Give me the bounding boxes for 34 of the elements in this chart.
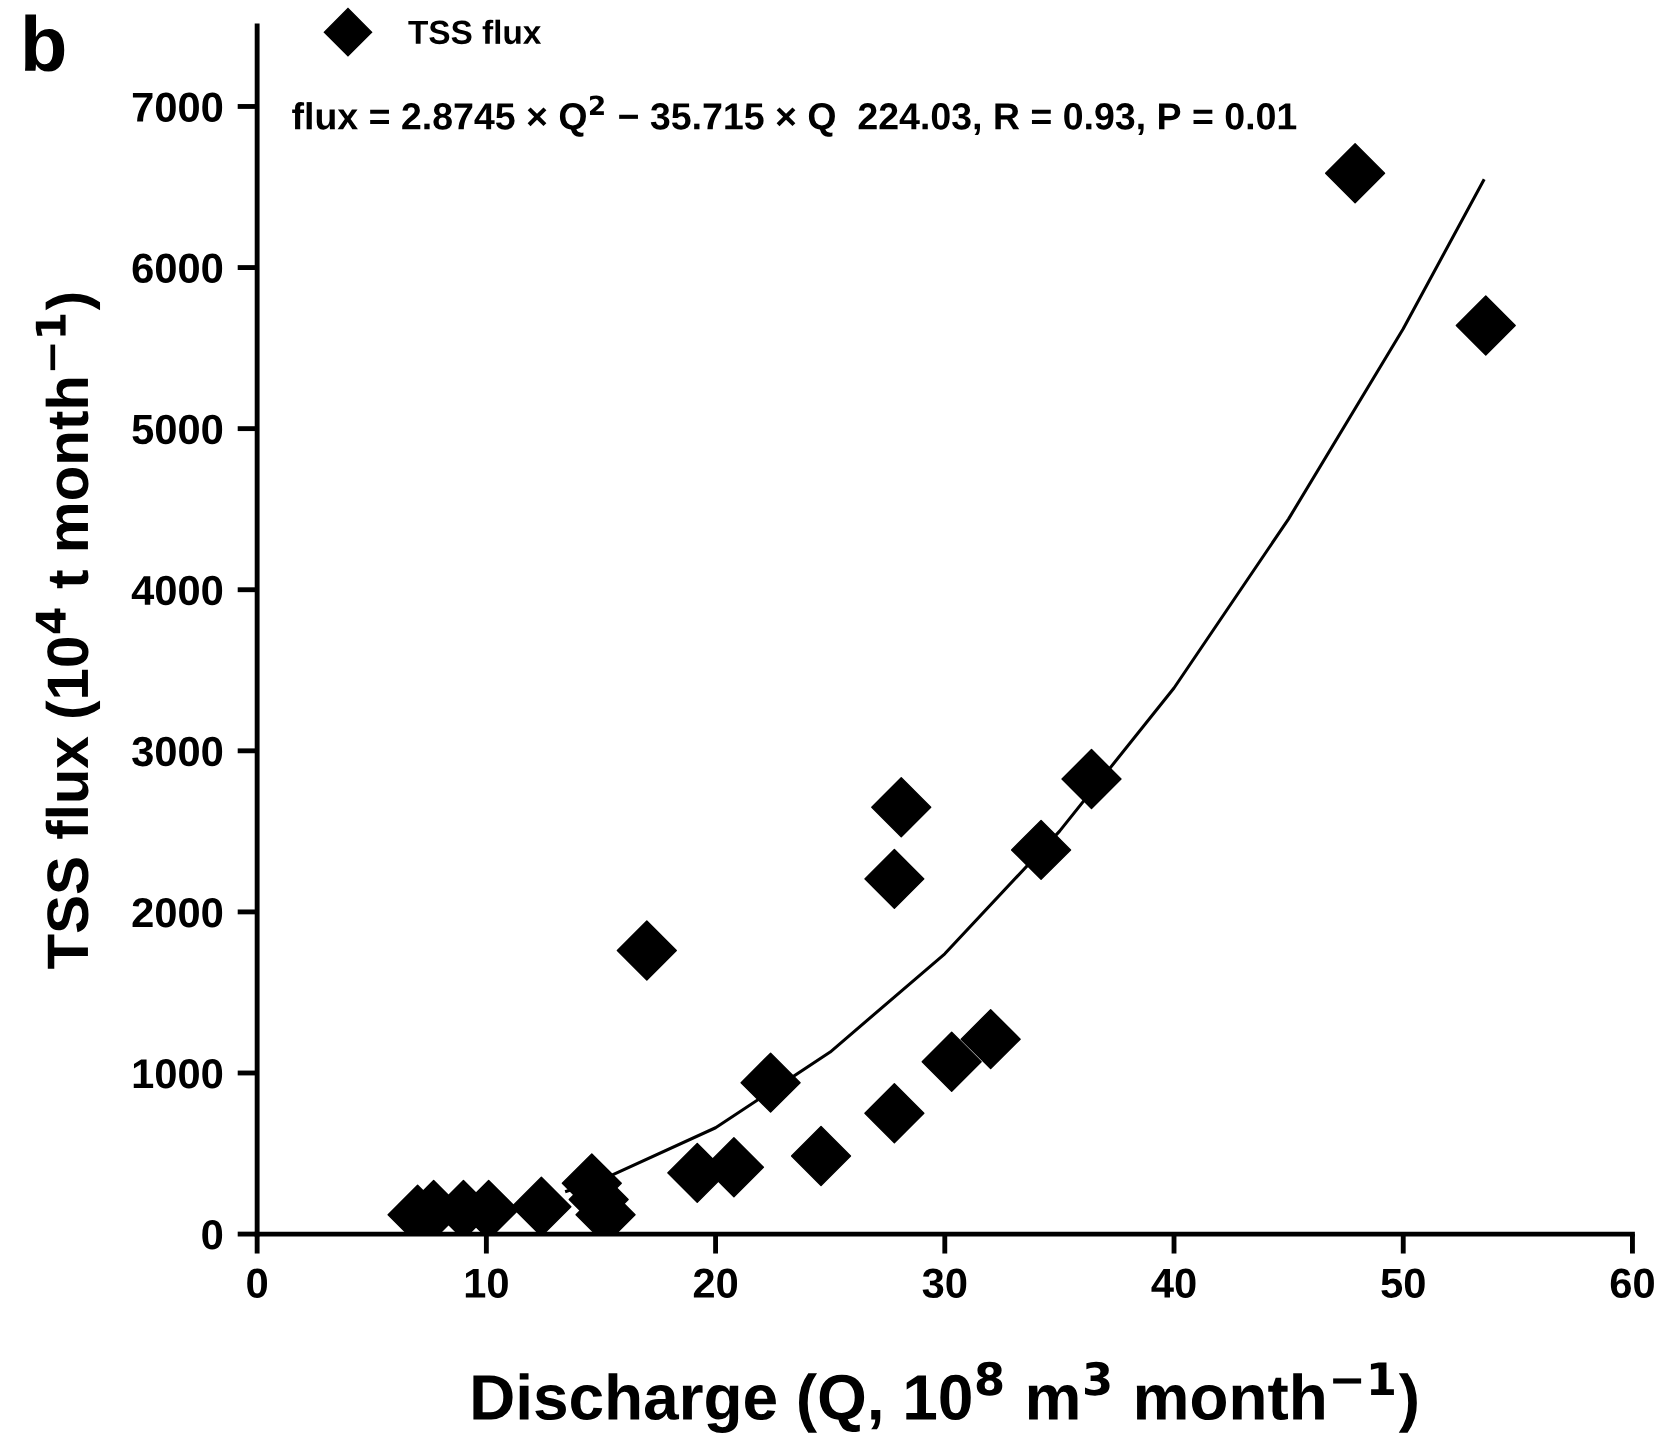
point — [1061, 748, 1122, 810]
y-tick-label: 1000 — [133, 1058, 223, 1089]
point — [511, 1176, 572, 1235]
x-tick-label: 30 — [922, 1268, 967, 1299]
point — [1455, 295, 1516, 356]
y-tick-label: 7000 — [132, 92, 223, 122]
x-axis-title: Discharge (Q, 10$^{8}$ m$^{3}$ month$^{−1}$) — [473, 1361, 1417, 1433]
x-tick-label: 40 — [1151, 1268, 1196, 1299]
point — [864, 1083, 925, 1144]
point — [864, 848, 925, 910]
y-tick-label: 3000 — [132, 736, 223, 767]
legend-label: TSS flux — [408, 19, 542, 45]
point — [616, 920, 677, 981]
chart-title: b — [25, 14, 65, 72]
point — [1010, 819, 1072, 881]
x-tick-label: 50 — [1381, 1268, 1425, 1299]
point — [871, 777, 932, 838]
y-tick-label: 6000 — [132, 253, 223, 284]
point — [921, 1031, 982, 1092]
line-series — [565, 179, 1485, 1193]
y-axis-title: TSS flux (10$^{4}$ t month$^{−1}$) — [35, 293, 101, 969]
y-tick-label: 2000 — [132, 897, 223, 928]
x-tick-label: 10 — [465, 1268, 508, 1299]
point — [740, 1052, 801, 1113]
point — [790, 1125, 852, 1187]
y-tick-label: 5000 — [132, 414, 223, 445]
point — [1324, 143, 1386, 204]
y-tick-label: 4000 — [131, 575, 223, 606]
annotation: flux = 2.8745 × Q$^{2}$ − 35.715 × Q 224.03, R = 0.93, P = 0.01 — [292, 95, 1297, 137]
x-tick-label: 20 — [693, 1268, 738, 1299]
x-tick-label: 60 — [1610, 1268, 1654, 1299]
y-tick-label: 0 — [202, 1220, 223, 1250]
point — [960, 1009, 1021, 1070]
x-tick-label: 0 — [247, 1268, 268, 1299]
